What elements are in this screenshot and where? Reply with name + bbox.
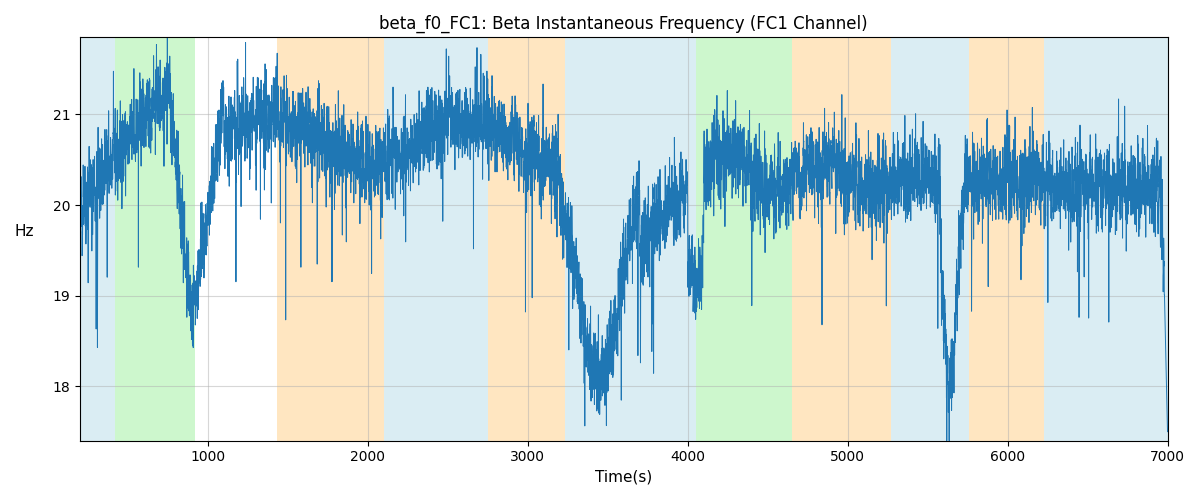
Bar (970, 38, 1044, 440)
Bar (277, 38, 384, 440)
Bar (672, 38, 696, 440)
Bar (564, 38, 672, 440)
Bar (792, 38, 890, 440)
Bar (384, 38, 488, 440)
X-axis label: Time(s): Time(s) (595, 470, 653, 485)
Title: beta_f0_FC1: Beta Instantaneous Frequency (FC1 Channel): beta_f0_FC1: Beta Instantaneous Frequenc… (379, 15, 868, 34)
Bar (696, 38, 792, 440)
Bar (488, 38, 564, 440)
Y-axis label: Hz: Hz (14, 224, 35, 239)
Bar (115, 38, 196, 440)
Bar (1044, 38, 1168, 440)
Bar (80, 38, 115, 440)
Bar (890, 38, 970, 440)
